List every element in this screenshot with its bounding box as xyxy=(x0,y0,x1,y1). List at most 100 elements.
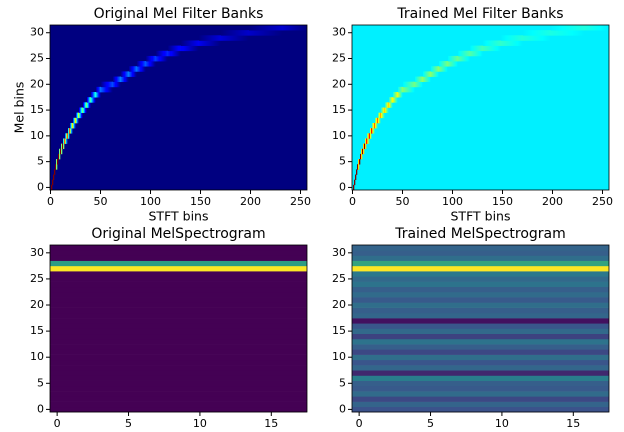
filter-cell xyxy=(518,35,520,41)
mel-row xyxy=(50,302,307,308)
filter-cell xyxy=(435,66,437,72)
filter-cell xyxy=(513,40,515,46)
filter-cell xyxy=(588,25,590,31)
filter-cell xyxy=(145,61,147,67)
filter-cell xyxy=(111,81,113,88)
filter-cell xyxy=(556,30,558,36)
filter-cell xyxy=(414,81,416,88)
filter-cell xyxy=(226,30,228,36)
y-tick-label: 10 xyxy=(332,129,346,142)
filter-cell xyxy=(387,107,389,113)
filter-cell xyxy=(106,81,108,88)
filter-cell xyxy=(61,143,63,150)
filter-cell xyxy=(246,35,248,41)
filter-cell xyxy=(460,55,462,62)
filter-cell xyxy=(241,35,243,41)
filter-cell xyxy=(57,159,59,165)
mel-row xyxy=(352,359,609,366)
filter-cell xyxy=(382,112,384,119)
filter-cell xyxy=(141,66,143,72)
filter-cell xyxy=(222,35,224,41)
mel-row xyxy=(352,260,609,267)
filter-cell xyxy=(539,35,541,41)
filter-cell xyxy=(122,71,124,77)
filter-cell xyxy=(202,35,204,41)
filter-cell xyxy=(73,117,75,124)
filter-cell xyxy=(593,25,595,31)
filter-cell xyxy=(148,61,150,67)
filter-cell xyxy=(555,30,557,36)
filter-cell xyxy=(293,25,295,31)
filter-cell xyxy=(548,30,550,36)
filter-cell xyxy=(92,92,94,98)
filter-cell xyxy=(194,40,196,46)
filter-cell xyxy=(201,40,203,46)
filter-cell xyxy=(433,71,435,77)
filter-cell xyxy=(511,40,513,46)
filter-cell xyxy=(546,35,548,41)
filter-cell xyxy=(267,30,269,36)
filter-cell xyxy=(386,107,388,113)
filter-cell xyxy=(519,40,521,46)
filter-cell xyxy=(563,30,565,36)
filter-cell xyxy=(97,86,99,93)
filter-cell xyxy=(200,40,202,46)
filter-cell xyxy=(215,40,217,46)
filter-cell xyxy=(61,148,63,155)
filter-cell xyxy=(580,25,582,31)
filter-cell xyxy=(204,40,206,46)
x-tick-label: 5 xyxy=(427,417,434,430)
filter-cell xyxy=(208,40,210,46)
filter-cell xyxy=(418,76,420,83)
filter-cell xyxy=(255,30,257,36)
filter-cell xyxy=(221,30,223,36)
filter-cell xyxy=(161,55,163,62)
filter-cell xyxy=(176,50,178,57)
filter-cell xyxy=(509,35,511,41)
filter-cell xyxy=(163,55,165,62)
filter-cell xyxy=(159,55,161,62)
filter-cell xyxy=(468,55,470,62)
filter-cell xyxy=(499,45,501,52)
filter-cell xyxy=(604,25,606,31)
filter-cell xyxy=(536,30,538,36)
mel-row xyxy=(50,312,307,319)
filter-cell xyxy=(280,30,282,36)
filter-cell xyxy=(93,97,95,103)
filter-cell xyxy=(481,50,483,57)
mel-row xyxy=(352,276,609,282)
filter-cell xyxy=(568,25,570,31)
filter-cell xyxy=(455,61,457,67)
filter-cell xyxy=(358,164,360,170)
filter-cell xyxy=(218,35,220,41)
filter-cell xyxy=(576,30,578,36)
filter-cell xyxy=(427,76,429,83)
filter-cell xyxy=(403,86,405,93)
filter-cell xyxy=(472,50,474,57)
filter-cell xyxy=(409,86,411,93)
filter-cell xyxy=(396,92,398,98)
filter-cell xyxy=(170,45,172,52)
mel-row xyxy=(50,354,307,361)
mel-row xyxy=(50,250,307,256)
mel-row xyxy=(50,375,307,381)
filter-cell xyxy=(468,50,470,57)
filter-cell xyxy=(607,25,609,31)
filter-cell xyxy=(153,61,155,67)
filter-cell xyxy=(105,86,107,93)
filter-cell xyxy=(127,76,129,83)
filter-cell xyxy=(424,71,426,77)
filter-cell xyxy=(464,55,466,62)
filter-cell xyxy=(59,148,61,155)
filter-cell xyxy=(60,148,62,155)
filter-cell xyxy=(158,50,160,57)
filter-cell xyxy=(63,138,65,144)
filter-cell xyxy=(196,40,198,46)
filter-cell xyxy=(471,45,473,52)
filter-cell xyxy=(232,30,234,36)
filter-cell xyxy=(184,45,186,52)
filter-cell xyxy=(557,25,559,31)
filter-cell xyxy=(206,35,208,41)
filter-cell xyxy=(568,30,570,36)
filter-cell xyxy=(238,35,240,41)
